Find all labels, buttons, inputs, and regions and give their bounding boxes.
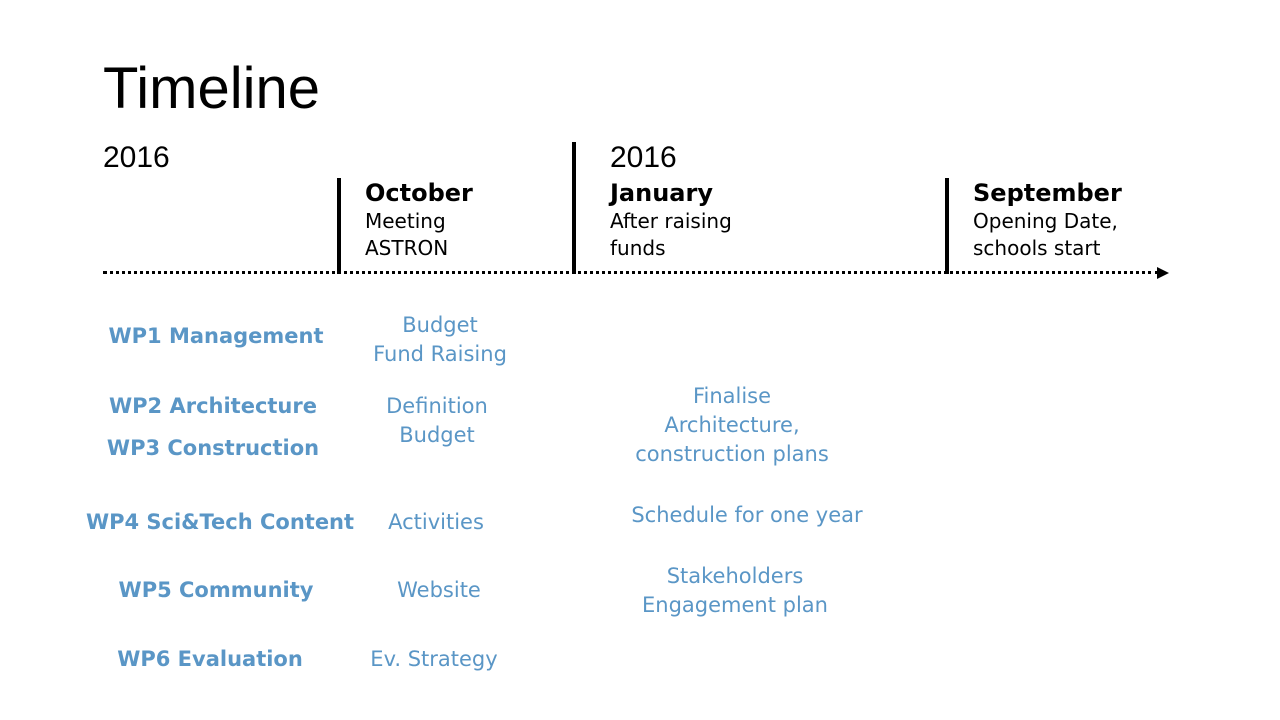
task-january-wp5: Stakeholders Engagement plan: [610, 562, 860, 620]
task-line: Finalise: [692, 384, 772, 408]
task-line: Engagement plan: [642, 593, 828, 617]
task-line: Ev. Strategy: [370, 647, 498, 671]
milestone-desc-line: Meeting: [365, 209, 446, 233]
milestone-october: October Meeting ASTRON: [365, 178, 473, 262]
milestone-month: September: [973, 179, 1122, 207]
task-line: Website: [397, 578, 481, 602]
task-october-wp1: Budget Fund Raising: [340, 311, 540, 369]
milestone-marker-september: [945, 178, 949, 274]
task-line: Budget: [402, 313, 478, 337]
page-title: Timeline: [103, 56, 321, 121]
milestone-desc-line: Opening Date,: [973, 209, 1118, 233]
timeline-axis: [103, 271, 1159, 274]
milestone-desc-line: schools start: [973, 236, 1101, 260]
task-october-wp2-wp3: Definition Budget: [337, 392, 537, 450]
task-line: Activities: [388, 510, 484, 534]
task-line: Definition: [386, 394, 488, 418]
task-october-wp6: Ev. Strategy: [334, 645, 534, 674]
task-october-wp4: Activities: [336, 508, 536, 537]
work-package-wp3: WP3 Construction: [106, 436, 320, 460]
arrow-right-icon: [1157, 267, 1169, 279]
task-line: Stakeholders: [666, 564, 804, 588]
year-label-second: 2016: [610, 141, 677, 174]
work-package-wp2: WP2 Architecture: [108, 394, 317, 418]
task-line: construction plans: [635, 442, 829, 466]
milestone-month: October: [365, 179, 473, 207]
year-label-start: 2016: [103, 141, 170, 174]
work-package-wp6: WP6 Evaluation: [117, 647, 303, 671]
milestone-desc-line: After raising: [610, 209, 732, 233]
task-january-wp2-wp3: Finalise Architecture, construction plan…: [607, 382, 857, 469]
task-october-wp5: Website: [339, 576, 539, 605]
milestone-marker-october: [337, 178, 341, 274]
milestone-month: January: [610, 179, 713, 207]
task-line: Fund Raising: [373, 342, 507, 366]
task-january-wp4: Schedule for one year: [612, 501, 882, 530]
work-package-wp5: WP5 Community: [118, 578, 314, 602]
task-line: Schedule for one year: [631, 503, 863, 527]
milestone-september: September Opening Date, schools start: [973, 178, 1122, 262]
milestone-desc-line: funds: [610, 236, 666, 260]
task-line: Architecture,: [664, 413, 800, 437]
work-package-wp1: WP1 Management: [108, 324, 324, 348]
task-line: Budget: [399, 423, 475, 447]
work-package-wp4: WP4 Sci&Tech Content: [85, 510, 355, 534]
milestone-january: January After raising funds: [610, 178, 732, 262]
year-marker-2016: [572, 142, 576, 274]
milestone-desc-line: ASTRON: [365, 236, 449, 260]
